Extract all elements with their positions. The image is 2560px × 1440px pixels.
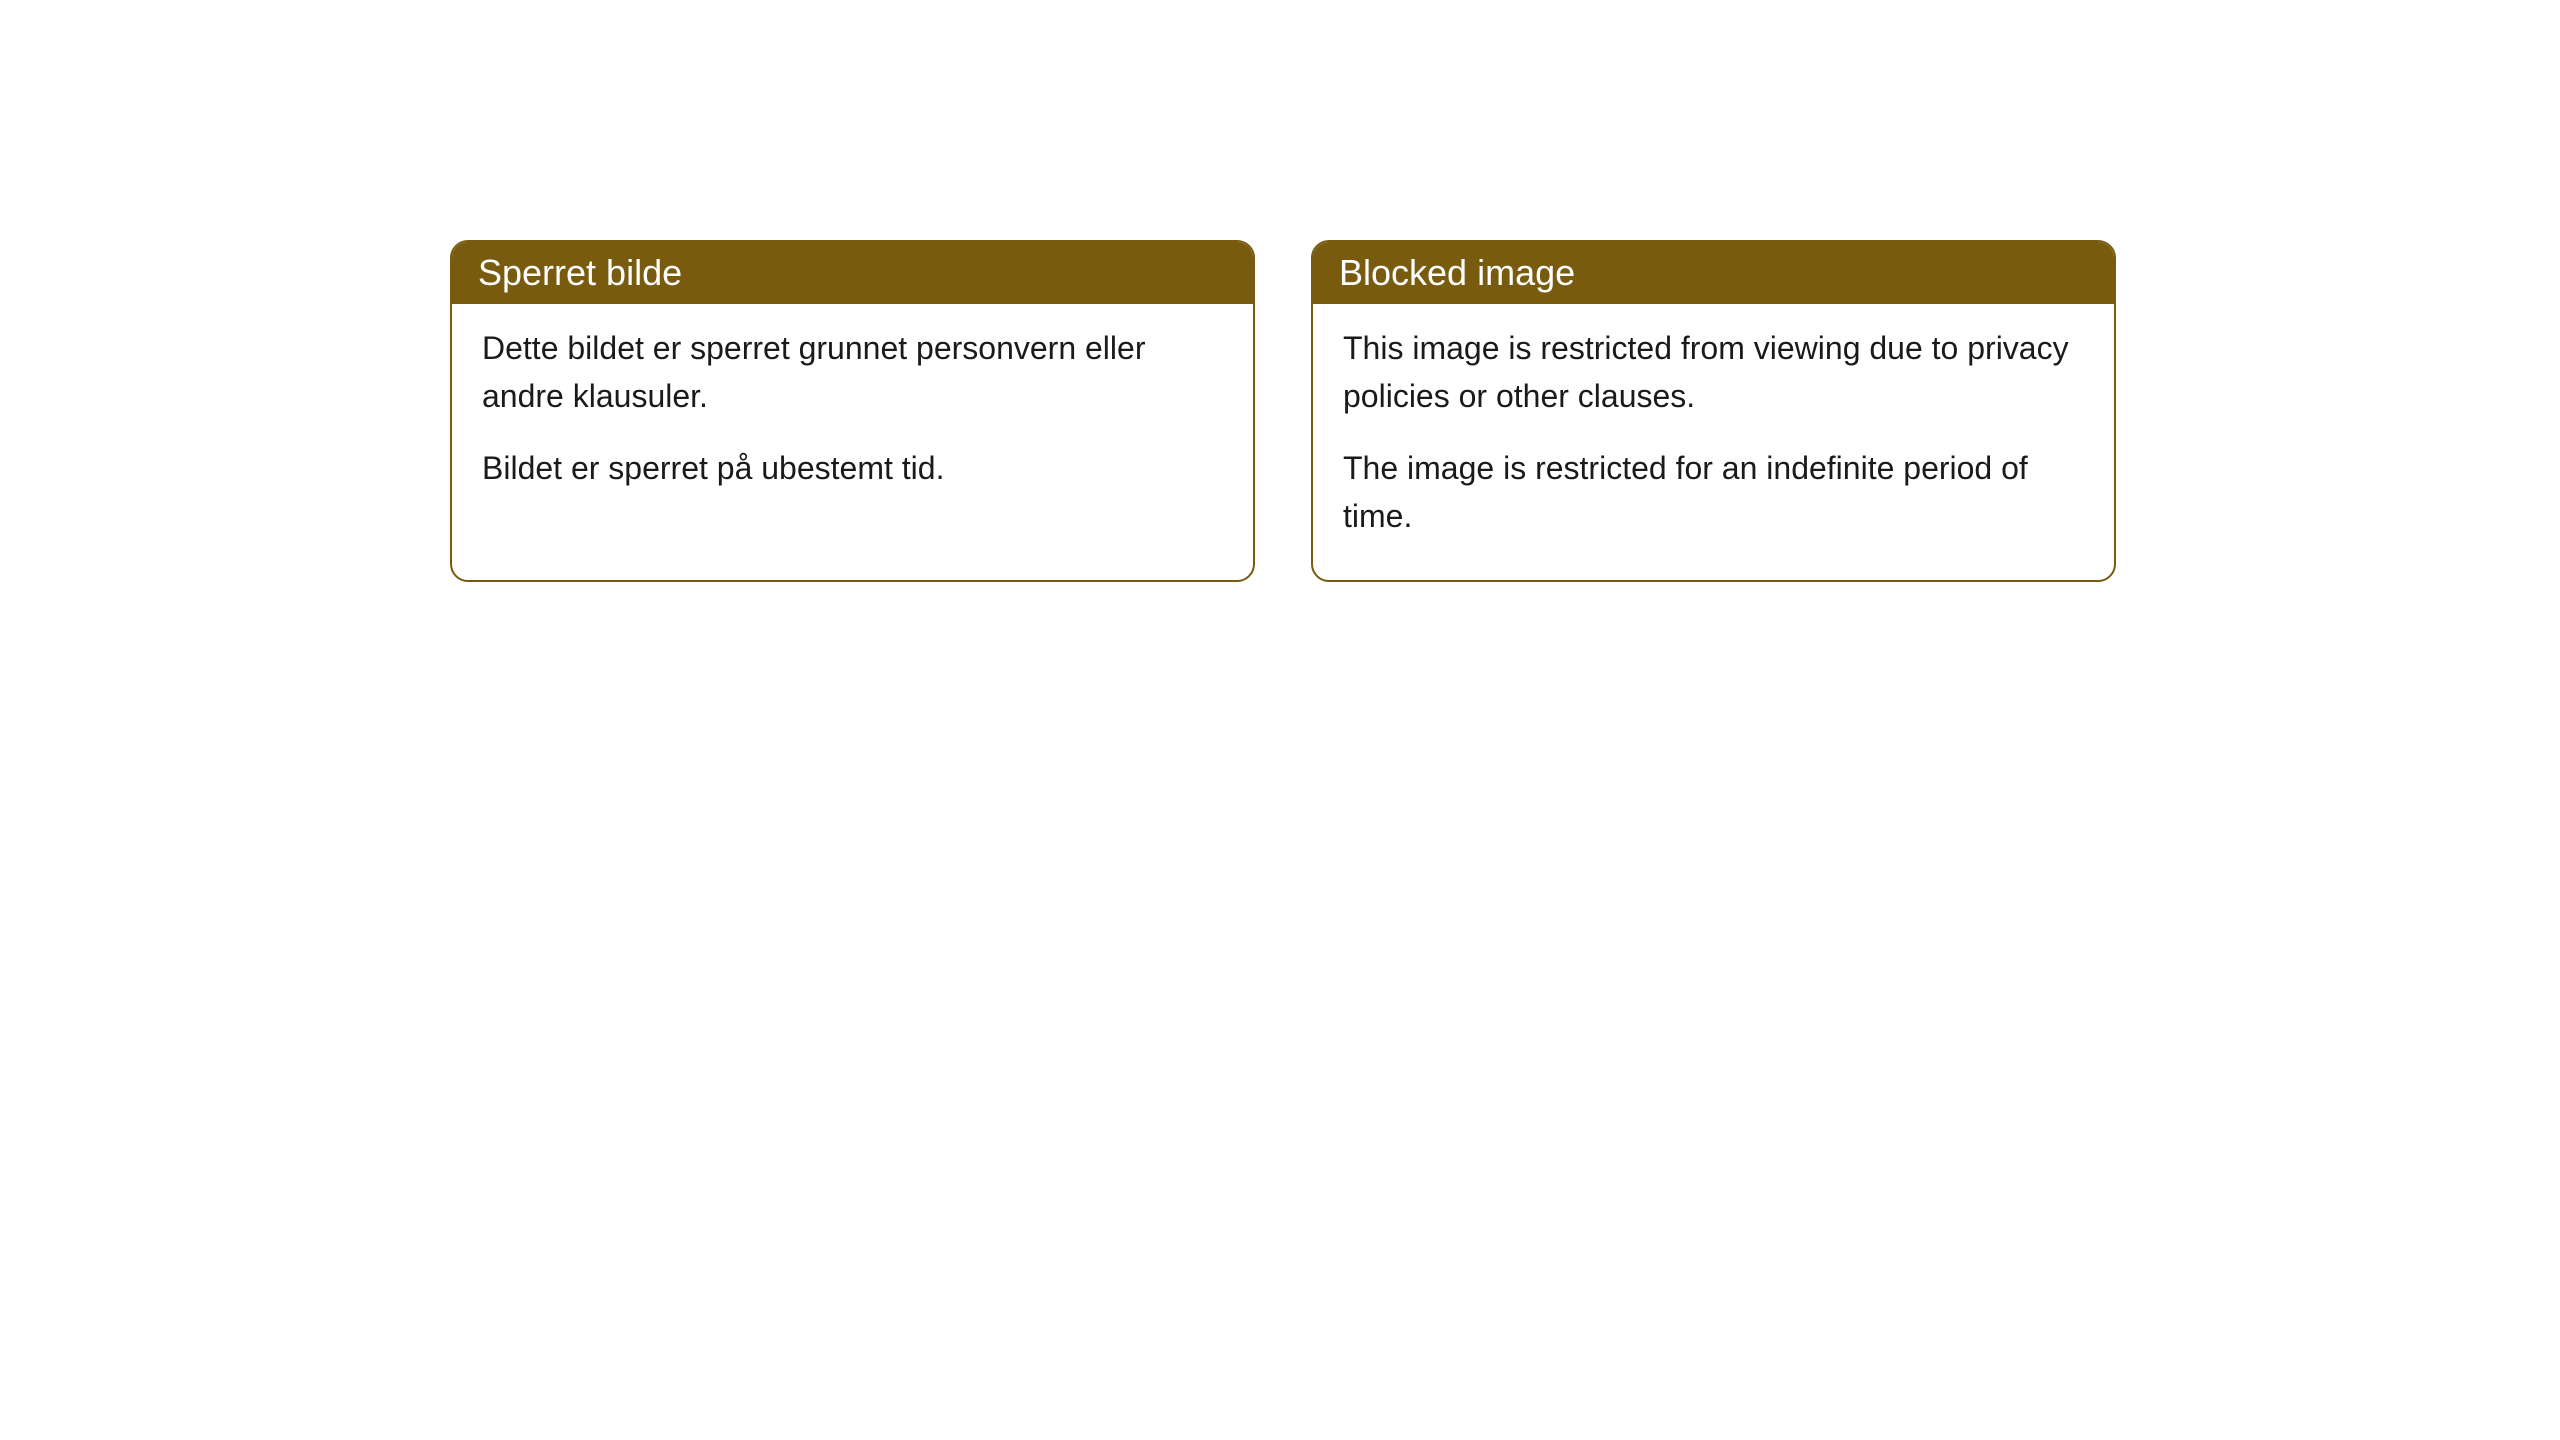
notice-text-norwegian-2: Bildet er sperret på ubestemt tid. [482, 444, 1223, 492]
notice-header-english: Blocked image [1313, 242, 2114, 304]
notice-text-english-2: The image is restricted for an indefinit… [1343, 444, 2084, 540]
notice-header-norwegian: Sperret bilde [452, 242, 1253, 304]
notice-title-english: Blocked image [1339, 252, 1575, 293]
notice-title-norwegian: Sperret bilde [478, 252, 682, 293]
notice-body-norwegian: Dette bildet er sperret grunnet personve… [452, 304, 1253, 532]
notice-card-norwegian: Sperret bilde Dette bildet er sperret gr… [450, 240, 1255, 582]
notice-card-english: Blocked image This image is restricted f… [1311, 240, 2116, 582]
notice-text-norwegian-1: Dette bildet er sperret grunnet personve… [482, 324, 1223, 420]
notice-body-english: This image is restricted from viewing du… [1313, 304, 2114, 580]
notice-text-english-1: This image is restricted from viewing du… [1343, 324, 2084, 420]
notice-container: Sperret bilde Dette bildet er sperret gr… [450, 240, 2116, 582]
